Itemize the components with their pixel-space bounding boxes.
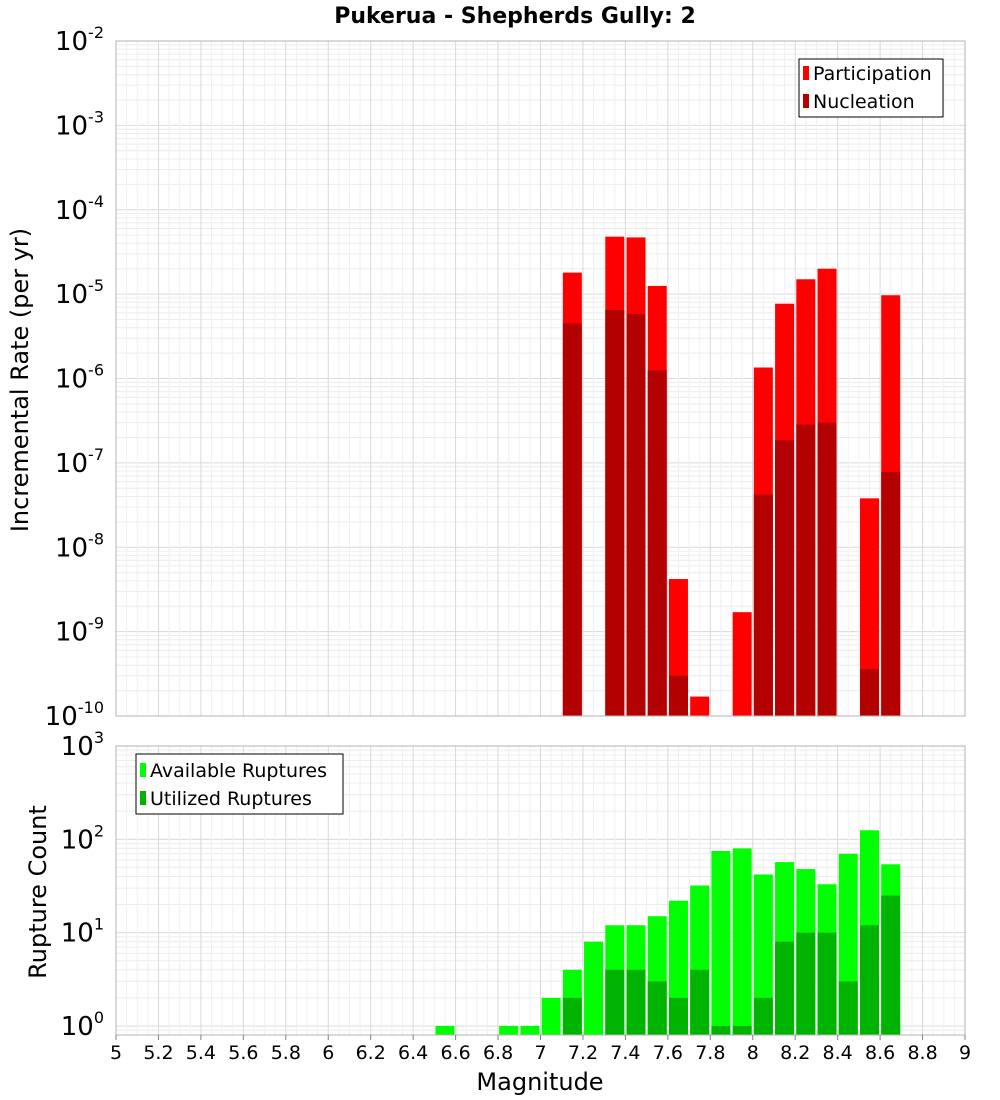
x-tick-label: 6.4 — [398, 1042, 428, 1064]
y-tick-label: 10-4 — [55, 192, 104, 226]
nucleation-legend-label: Nucleation — [813, 91, 915, 113]
y-tick-label: 100 — [61, 1008, 104, 1042]
rate-grid — [115, 41, 966, 717]
utilized-ruptures-legend-swatch — [140, 791, 146, 805]
utilized-ruptures-bar — [711, 1025, 731, 1035]
count-bars — [435, 830, 901, 1035]
x-tick-label: 7.6 — [653, 1042, 683, 1064]
x-tick-label: 5 — [110, 1042, 122, 1064]
utilized-ruptures-bar — [838, 981, 858, 1035]
participation-bar — [690, 696, 710, 716]
x-tick-label: 7.4 — [610, 1042, 640, 1064]
count-panel: 103 102 101 100 5 5.2 5.4 5.6 5.8 6 6.2 6.4 6.6 6.8 7… — [24, 728, 971, 1096]
nucleation-bar — [775, 440, 795, 716]
available-ruptures-bar — [753, 874, 773, 1035]
y-tick-label: 103 — [61, 728, 104, 762]
chart-title: Pukerua - Shepherds Gully: 2 — [334, 4, 696, 29]
participation-legend-swatch — [803, 66, 809, 80]
nucleation-bar — [753, 494, 773, 716]
x-tick-label: 8.8 — [907, 1042, 937, 1064]
utilized-ruptures-bar — [732, 1025, 752, 1035]
participation-bar — [859, 498, 879, 716]
available-ruptures-bar — [541, 997, 561, 1035]
x-tick-label: 8.4 — [823, 1042, 853, 1064]
x-axis-label: Magnitude — [476, 1068, 603, 1096]
count-legend-box — [135, 753, 344, 815]
y-tick-label: 101 — [61, 915, 104, 949]
utilized-ruptures-bar — [753, 997, 773, 1035]
rate-panel: 10-2 10-3 10-4 10-5 10-6 10-7 10-8 10-9 10-10 In… — [6, 23, 966, 732]
y-tick-label: 10-9 — [55, 614, 104, 648]
y-tick-label: 10-8 — [55, 529, 104, 563]
participation-legend-label: Participation — [813, 63, 932, 85]
utilized-ruptures-series — [562, 895, 901, 1035]
available-ruptures-legend-swatch — [140, 763, 146, 777]
y-tick-label: 10-2 — [55, 23, 104, 57]
y-tick-label: 10-6 — [55, 361, 104, 395]
y-tick-label: 10-7 — [55, 445, 104, 479]
rate-bars — [562, 236, 901, 717]
nucleation-bar — [605, 309, 625, 716]
x-tick-label: 5.6 — [228, 1042, 258, 1064]
nucleation-bar — [859, 669, 879, 716]
x-tick-label: 8 — [747, 1042, 759, 1064]
nucleation-series — [562, 309, 901, 716]
x-tick-label: 7.2 — [568, 1042, 598, 1064]
available-ruptures-bar — [711, 850, 731, 1035]
available-ruptures-bar — [435, 1025, 455, 1035]
utilized-ruptures-bar — [859, 925, 879, 1035]
utilized-ruptures-bar — [690, 969, 710, 1035]
utilized-ruptures-bar — [562, 997, 582, 1035]
rate-y-axis-label: Incremental Rate (per yr) — [6, 228, 34, 532]
utilized-ruptures-bar — [881, 895, 901, 1035]
utilized-ruptures-bar — [668, 997, 688, 1035]
x-tick-label: 8.6 — [865, 1042, 895, 1064]
x-tick-label: 6.8 — [483, 1042, 513, 1064]
available-ruptures-bar — [732, 848, 752, 1035]
y-tick-label: 102 — [61, 821, 104, 855]
nucleation-bar — [796, 424, 816, 716]
x-tick-label: 6.2 — [356, 1042, 386, 1064]
utilized-ruptures-bar — [647, 981, 667, 1035]
nucleation-bar — [626, 314, 646, 716]
nucleation-bar — [647, 370, 667, 716]
x-tick-label: 6 — [322, 1042, 334, 1064]
nucleation-legend-swatch — [803, 94, 809, 108]
nucleation-bar — [881, 471, 901, 716]
x-tick-label: 5.8 — [271, 1042, 301, 1064]
rate-legend-box — [798, 58, 944, 118]
x-tick-label: 7.8 — [695, 1042, 725, 1064]
y-tick-label: 10-3 — [55, 107, 104, 141]
count-legend: Available Ruptures Utilized Ruptures — [135, 753, 344, 815]
x-tick-label: 9 — [959, 1042, 971, 1064]
available-ruptures-legend-label: Available Ruptures — [150, 760, 327, 782]
utilized-ruptures-bar — [775, 941, 795, 1035]
utilized-ruptures-bar — [605, 969, 625, 1035]
utilized-ruptures-legend-label: Utilized Ruptures — [150, 788, 312, 810]
magnitude-x-ticks: 5 5.2 5.4 5.6 5.8 6 6.2 6.4 6.6 6.8 7 7.2 7.4 7.6 7.8 8… — [110, 1035, 971, 1064]
nucleation-bar — [668, 675, 688, 716]
available-ruptures-bar — [520, 1025, 540, 1035]
rate-y-ticks: 10-2 10-3 10-4 10-5 10-6 10-7 10-8 10-9 10-10 — [45, 23, 104, 732]
rate-legend: Participation Nucleation — [798, 58, 944, 118]
nucleation-bar — [562, 323, 582, 716]
x-tick-label: 7 — [534, 1042, 546, 1064]
available-ruptures-bar — [499, 1025, 519, 1035]
rate-plot-frame — [115, 40, 966, 717]
x-tick-label: 8.2 — [780, 1042, 810, 1064]
y-tick-label: 10-10 — [45, 698, 104, 732]
count-y-ticks: 103 102 101 100 — [61, 728, 104, 1042]
available-ruptures-bar — [584, 941, 604, 1035]
nucleation-bar — [817, 422, 837, 716]
x-tick-label: 6.6 — [440, 1042, 470, 1064]
participation-bar — [732, 612, 752, 716]
y-tick-label: 10-5 — [55, 276, 104, 310]
count-y-axis-label: Rupture Count — [24, 805, 52, 979]
utilized-ruptures-bar — [796, 932, 816, 1035]
x-tick-label: 5.4 — [186, 1042, 216, 1064]
utilized-ruptures-bar — [626, 969, 646, 1035]
x-tick-label: 5.2 — [143, 1042, 173, 1064]
utilized-ruptures-bar — [817, 932, 837, 1035]
